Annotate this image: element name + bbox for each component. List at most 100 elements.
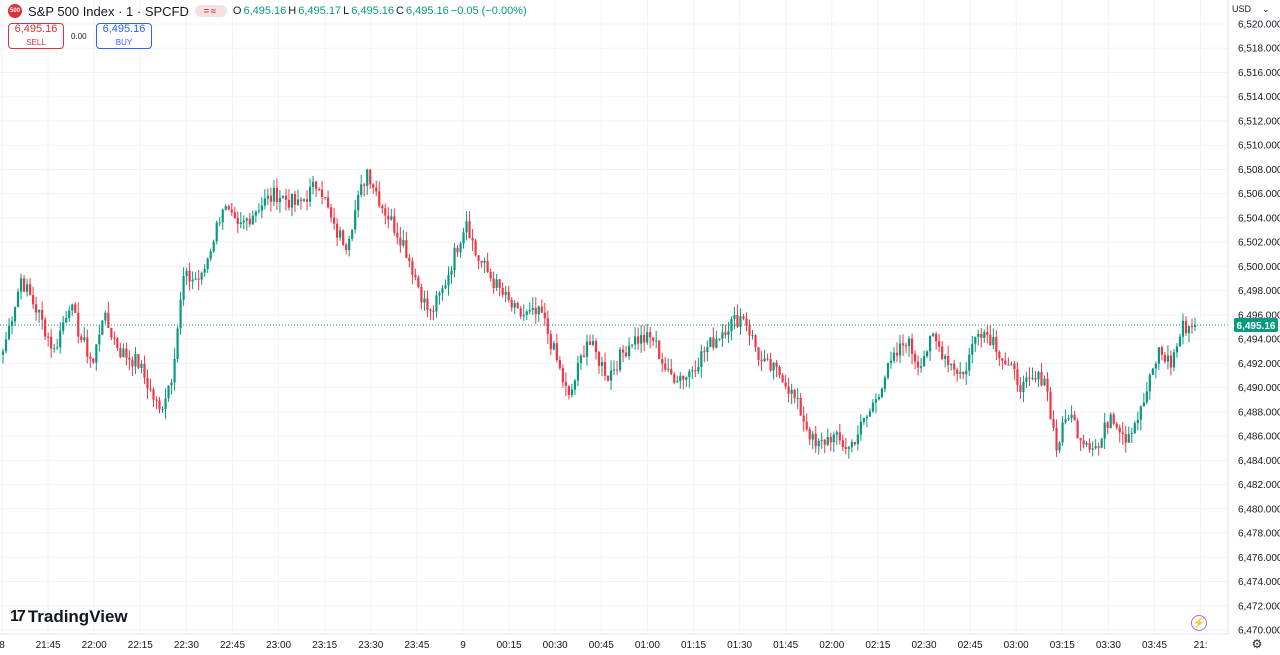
candle-body — [835, 432, 838, 435]
candle-body — [603, 362, 607, 376]
candle — [618, 346, 622, 373]
candle-body — [775, 362, 778, 367]
candle-body — [1151, 368, 1154, 375]
candle — [333, 207, 336, 230]
candle — [1040, 363, 1043, 387]
symbol-title[interactable]: S&P 500 Index · 1 · SPCFD — [28, 3, 189, 19]
candle-body — [634, 336, 637, 345]
candle — [802, 406, 805, 432]
candle-body — [149, 388, 152, 390]
candle-body — [62, 322, 65, 331]
candle-body — [393, 216, 396, 233]
low-label: L — [343, 5, 350, 17]
candle-body — [333, 217, 336, 224]
price-tick-label: 6,494.000 — [1238, 335, 1280, 346]
candle-body — [369, 169, 372, 185]
candle — [146, 369, 149, 400]
candle — [1058, 441, 1061, 454]
candle — [101, 320, 104, 335]
candle-body — [1163, 354, 1166, 362]
candle — [1157, 347, 1160, 371]
candle — [13, 306, 17, 326]
candle-body — [1127, 434, 1130, 443]
candle-body — [363, 184, 366, 186]
candle-body — [28, 284, 32, 296]
candle — [218, 217, 221, 227]
candle-body — [1187, 326, 1191, 334]
candle — [953, 359, 956, 376]
candle — [576, 355, 580, 387]
candle-body — [1058, 442, 1061, 451]
candle — [263, 189, 266, 210]
candle — [847, 445, 850, 459]
candle — [1025, 371, 1028, 388]
symbol-logo-icon[interactable]: 500 — [8, 4, 22, 18]
indicator-toggle-icon[interactable]: =≈ — [194, 5, 227, 17]
candle-body — [567, 385, 570, 395]
candle-body — [1025, 377, 1028, 382]
candle — [1064, 409, 1067, 425]
candle-body — [492, 278, 495, 288]
candle — [694, 360, 697, 378]
candle — [941, 340, 944, 361]
candle — [390, 208, 393, 221]
candle-body — [865, 416, 868, 419]
candle-body — [922, 356, 926, 367]
candle-body — [185, 270, 188, 277]
candle-body — [98, 334, 101, 345]
price-tick-label: 6,486.000 — [1238, 432, 1280, 443]
candle — [360, 174, 363, 198]
candle — [628, 337, 631, 360]
candle-body — [206, 258, 209, 269]
buy-button[interactable]: 6,495.16 BUY — [96, 23, 152, 49]
candle — [206, 257, 209, 273]
price-axis[interactable]: 6,470.000 6,472.000 6,474.000 6,476.000 6,47… — [1238, 20, 1280, 637]
candle — [1019, 377, 1022, 400]
price-tick-label: 6,508.000 — [1238, 165, 1280, 176]
candle — [314, 180, 318, 198]
candle-body — [510, 299, 513, 308]
last-price-badge — [1234, 318, 1278, 332]
candle — [116, 337, 119, 351]
candle-body — [817, 440, 820, 447]
price-tick-label: 6,506.000 — [1238, 189, 1280, 200]
lightning-icon[interactable]: ⚡ — [1191, 615, 1207, 631]
candle — [293, 190, 297, 213]
gear-icon[interactable]: ⚙ — [1251, 637, 1263, 651]
candle-body — [320, 189, 324, 198]
candle — [676, 375, 679, 383]
candle-body — [1004, 360, 1007, 365]
candle-body — [679, 375, 682, 382]
candle — [143, 355, 146, 385]
time-axis[interactable]: 8 21:45 22:00 22:15 22:30 22:45 23:00 23:15 23:3… — [0, 640, 1208, 651]
candle-body — [200, 272, 203, 280]
candle-body — [968, 354, 971, 371]
time-tick-label: 23:15 — [312, 640, 337, 651]
candle-body — [1037, 371, 1040, 380]
candle-body — [317, 189, 321, 191]
candle — [944, 353, 947, 368]
candle-body — [305, 199, 309, 202]
candle-body — [1121, 432, 1124, 435]
sell-button[interactable]: 6,495.16 SELL — [8, 23, 64, 49]
candle — [922, 350, 926, 367]
candle — [272, 180, 276, 207]
candle — [459, 241, 462, 258]
candle-body — [10, 321, 14, 326]
candle-body — [1103, 422, 1106, 439]
candle — [1175, 343, 1179, 358]
time-tick-label: 23:30 — [358, 640, 383, 651]
candle-body — [799, 397, 802, 416]
candle — [110, 327, 113, 341]
candle-body — [155, 399, 158, 401]
candle — [823, 438, 826, 454]
currency-selector[interactable]: USD ⌄ — [1232, 4, 1272, 18]
tradingview-logo[interactable]: 17 TradingView — [10, 607, 128, 627]
ohlc-values: O 6,495.16 H 6,495.17 L 6,495.16 C 6,495.16 … — [233, 5, 527, 17]
candle — [339, 226, 342, 241]
candle-body — [354, 210, 357, 230]
candle-body — [944, 355, 947, 359]
candle — [378, 181, 381, 208]
candle — [1010, 361, 1013, 366]
